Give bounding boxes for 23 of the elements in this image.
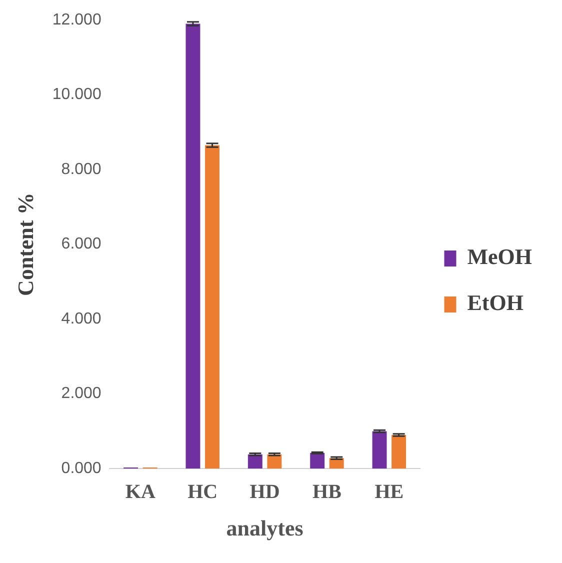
bar (186, 24, 200, 469)
bar (248, 454, 262, 469)
x-tick-label: HC (188, 480, 218, 503)
x-axis-title: analytes (226, 515, 304, 540)
y-tick-label: 0.000 (61, 460, 102, 478)
legend-label: EtOH (467, 290, 524, 316)
bar (372, 431, 387, 469)
x-tick-label: KA (125, 480, 156, 503)
bar (310, 452, 325, 469)
bar (267, 454, 282, 469)
y-tick-label: 10.000 (52, 86, 102, 104)
x-tick-label: HB (312, 480, 342, 503)
x-tick-label: HD (250, 480, 280, 503)
y-tick-label: 2.000 (61, 385, 102, 402)
y-tick-label: 4.000 (61, 310, 102, 328)
x-tick-label: HE (374, 480, 404, 503)
bar (392, 434, 406, 469)
y-tick-label: 8.000 (61, 160, 102, 178)
bar (205, 145, 220, 469)
legend-label: MeOH (467, 244, 532, 270)
y-tick-label: 6.000 (61, 236, 102, 253)
y-axis-title: Content % (12, 192, 38, 296)
y-tick-label: 12.000 (52, 11, 102, 28)
